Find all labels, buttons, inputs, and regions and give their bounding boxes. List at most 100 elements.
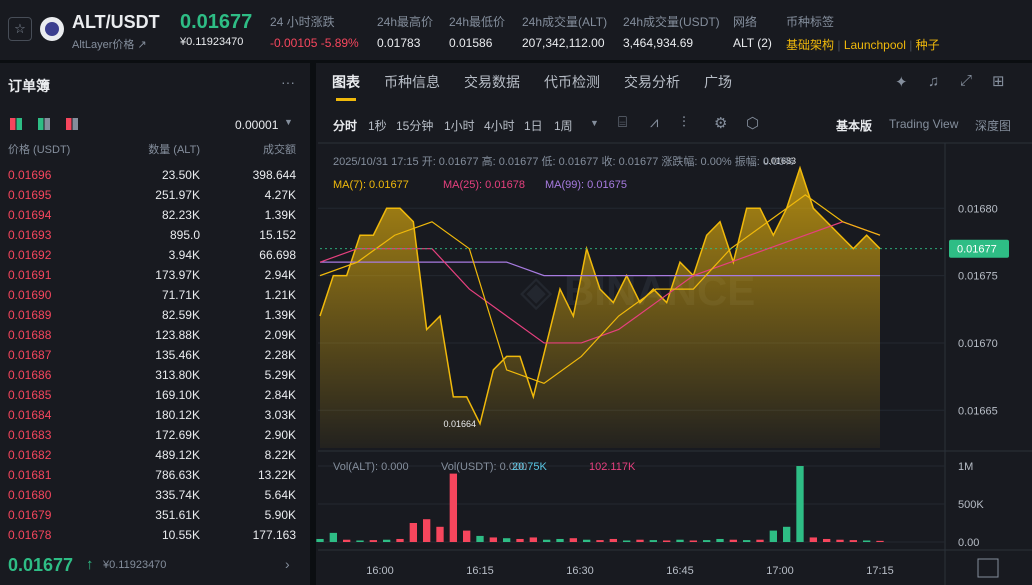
volume-bar (409, 523, 417, 542)
ask-total: 2.09K (264, 328, 296, 342)
ma99-line (320, 261, 880, 277)
ask-price: 0.01690 (8, 288, 52, 302)
x-tick-label: 16:30 (566, 565, 594, 577)
volume-bar (529, 537, 537, 542)
stat-label: 24h最低价 (449, 15, 506, 29)
orderbook-last-price: 0.01677 (8, 555, 74, 575)
ask-total: 8.22K (264, 448, 296, 462)
volume-bar (369, 540, 377, 542)
volume-bar (636, 539, 644, 542)
tag[interactable]: 基础架构 (786, 38, 835, 52)
icon-indicator[interactable]: ⩘ (650, 114, 659, 131)
tags: 基础架构 | Launchpool | 种子 (786, 38, 940, 52)
ask-price: 0.01688 (8, 328, 52, 342)
tag[interactable]: 种子 (915, 38, 940, 52)
stat-label: 币种标签 (786, 15, 835, 29)
view-option[interactable]: Trading View (889, 117, 959, 131)
coin-logo (40, 17, 64, 41)
ask-amount: 251.97K (155, 188, 200, 202)
current-price-text: 0.01677 (957, 244, 997, 256)
y-tick-label: 0.01670 (958, 338, 998, 350)
interval[interactable]: 4小时 (484, 119, 515, 133)
ask-total: 66.698 (259, 248, 296, 262)
ask-price: 0.01694 (8, 208, 52, 222)
icon-candle[interactable]: ⫶ (682, 114, 686, 131)
icon-tool[interactable]: ⌸ (618, 114, 628, 131)
column-header: 价格 (USDT) (8, 144, 71, 156)
volume-bar (503, 538, 511, 542)
icon-expand[interactable]: ⤢ (960, 72, 973, 89)
volume-bar (569, 538, 577, 542)
icon-more[interactable]: ⬡ (746, 115, 760, 132)
ask-amount: 786.63K (155, 468, 200, 482)
vol-legend: Vol(ALT): 0.000 (333, 461, 409, 473)
ask-price: 0.01686 (8, 368, 52, 382)
interval-dropdown[interactable]: ▼ (590, 118, 599, 128)
volume-bar (356, 540, 364, 542)
stat-value: ALT (2) (733, 36, 772, 50)
volume-bar (583, 539, 591, 542)
view-asks[interactable] (66, 118, 78, 130)
view-both[interactable] (10, 118, 22, 130)
ask-amount: 172.69K (155, 428, 200, 442)
stat-label: 24h成交量(USDT) (623, 15, 720, 29)
stat-value: 207,342,112.00 (522, 36, 605, 50)
dropdown-caret[interactable]: ▼ (284, 117, 293, 127)
ask-total: 15.152 (259, 228, 296, 242)
pair: ALT/USDT (72, 12, 160, 32)
tick-size[interactable]: 0.00001 (235, 118, 279, 132)
favorite-star[interactable]: ☆ (8, 17, 32, 41)
tag[interactable]: Launchpool (843, 38, 906, 52)
stat-value: -0.00105 -5.89% (270, 36, 359, 50)
volume-bar (396, 538, 404, 542)
tab[interactable]: 币种信息 (384, 74, 440, 90)
volume-bar (663, 540, 671, 542)
tab[interactable]: 交易分析 (624, 74, 680, 90)
ask-total: 2.84K (264, 388, 296, 402)
interval[interactable]: 1周 (554, 119, 573, 133)
interval[interactable]: 1秒 (368, 119, 387, 133)
volume-bar (343, 539, 351, 542)
ask-price: 0.01683 (8, 428, 52, 442)
interval[interactable]: 1小时 (444, 119, 475, 133)
ask-amount: 123.88K (155, 328, 200, 342)
interval[interactable]: 1日 (524, 119, 543, 133)
volume-bar (823, 538, 831, 542)
ask-amount: 82.23K (161, 208, 200, 222)
ask-amount: 23.50K (161, 168, 200, 182)
volume-bar (463, 530, 471, 542)
icon-settings[interactable]: ⚙ (714, 115, 728, 132)
interval[interactable]: 15分钟 (396, 119, 434, 133)
ask-total: 5.64K (264, 488, 296, 502)
ask-total: 2.28K (264, 348, 296, 362)
view-option[interactable]: 基本版 (836, 119, 873, 133)
volume-bar (836, 539, 844, 542)
icon-ai[interactable]: ✦ (895, 74, 908, 91)
tab[interactable]: 代币检测 (544, 74, 600, 90)
icon-alert[interactable]: ♫ (928, 73, 940, 90)
interval[interactable]: 分时 (333, 119, 358, 133)
y-tick-label: 0.01680 (958, 203, 998, 215)
more-button[interactable]: ··· (281, 74, 295, 90)
price-cny: ¥0.11923470 (180, 36, 244, 48)
tab[interactable]: 图表 (332, 74, 360, 90)
ask-price: 0.01691 (8, 268, 52, 282)
vol-legend: 20.75K (512, 461, 547, 473)
icon-layout[interactable]: ⊞ (992, 73, 1005, 90)
volume-bar (609, 538, 617, 542)
coin-link[interactable]: AltLayer价格 ↗ (72, 39, 147, 51)
orderbook-cny: ¥0.11923470 (103, 559, 167, 571)
more-arrow[interactable]: › (285, 556, 290, 572)
volume-bar (796, 466, 804, 542)
stat-value: 0.01586 (449, 36, 493, 50)
tab[interactable]: 交易数据 (464, 74, 520, 90)
scale-button[interactable] (977, 558, 999, 578)
ask-total: 5.29K (264, 368, 296, 382)
volume-bar (489, 537, 497, 542)
tab[interactable]: 广场 (704, 74, 732, 90)
column-header: 数量 (ALT) (148, 144, 200, 156)
ask-price: 0.01687 (8, 348, 52, 362)
view-option[interactable]: 深度图 (975, 119, 1012, 133)
view-bids[interactable] (38, 118, 50, 130)
stat-value: 3,464,934.69 (623, 36, 694, 50)
